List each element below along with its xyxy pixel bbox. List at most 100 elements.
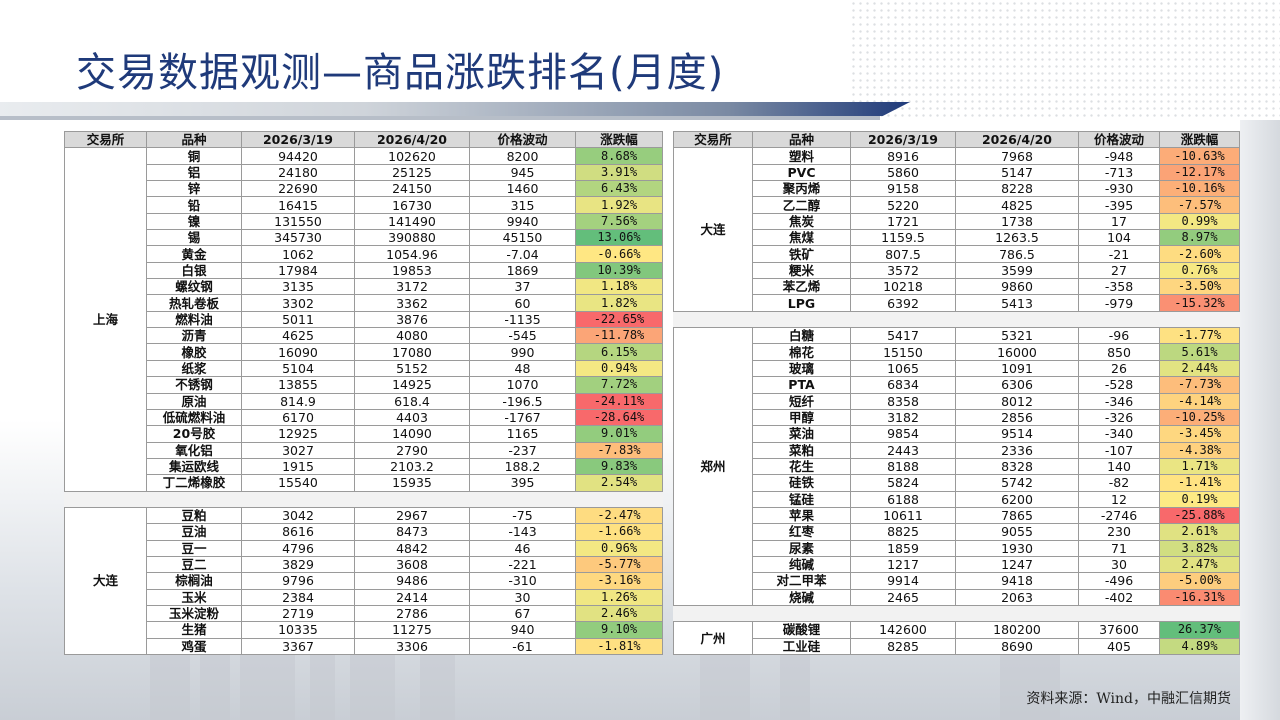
price-start-cell: 2384 (241, 588, 355, 606)
separator-cell (850, 310, 956, 329)
header-price-change: 价格波动 (1078, 130, 1160, 149)
header-pct-change: 涨跌幅 (575, 130, 663, 149)
price-start-cell: 9914 (850, 572, 956, 590)
product-cell: 苯乙烯 (752, 278, 851, 296)
price-end-cell: 7968 (955, 147, 1079, 165)
price-end-cell: 8228 (955, 180, 1079, 198)
price-end-cell: 1930 (955, 539, 1079, 557)
table-row: 对二甲苯 9914 9418 -496 -5.00% (674, 572, 1240, 590)
price-start-cell: 1065 (850, 359, 956, 378)
price-start-cell: 1915 (241, 457, 355, 476)
pct-change-cell: 0.99% (1159, 212, 1240, 231)
pct-change-cell: 9.10% (575, 621, 663, 639)
price-end-cell: 3362 (354, 294, 470, 312)
table-row: 原油 814.9 618.4 -196.5 -24.11% (65, 392, 663, 410)
price-change-cell: 230 (1078, 523, 1160, 541)
product-cell: 原油 (146, 392, 242, 410)
table-row: 广州 碳酸锂 142600 180200 37600 26.37% (673, 621, 1240, 655)
price-start-cell: 2443 (850, 441, 956, 459)
separator-cell (575, 490, 663, 508)
table-row: 橡胶 16090 17080 990 6.15% (65, 343, 663, 361)
price-end-cell: 5413 (955, 294, 1079, 312)
table-row: 苯乙烯 10218 9860 -358 -3.50% (674, 278, 1240, 296)
product-cell: 铝 (146, 163, 242, 182)
separator-cell (1159, 310, 1240, 329)
exchange-cell: 广州 (673, 621, 753, 655)
price-change-cell: 104 (1078, 229, 1160, 247)
product-cell: PVC (752, 163, 851, 182)
table-row: 纯碱 1217 1247 30 2.47% (674, 555, 1240, 574)
table-row: 大连 豆粕 3042 2967 -75 -2.47% (64, 506, 663, 656)
product-cell: 乙二醇 (752, 196, 851, 214)
table-row: 棉花 15150 16000 850 5.61% (674, 343, 1240, 361)
pct-change-cell: 7.72% (575, 376, 663, 394)
price-end-cell: 3608 (354, 555, 470, 574)
price-end-cell: 1738 (955, 212, 1079, 231)
price-end-cell: 390880 (354, 229, 470, 247)
price-change-cell: 12 (1078, 490, 1160, 508)
price-start-cell: 9854 (850, 425, 956, 443)
price-start-cell: 8616 (241, 523, 355, 541)
table-row: 菜油 9854 9514 -340 -3.45% (674, 425, 1240, 443)
price-start-cell: 4796 (241, 539, 355, 557)
price-start-cell: 9796 (241, 572, 355, 590)
table-row: 上海铜 94420 102620 8200 8.68% (64, 147, 663, 492)
product-cell: 碳酸锂 (752, 621, 851, 639)
table-row: 玉米淀粉 2719 2786 67 2.46% (65, 604, 663, 623)
price-end-cell: 3876 (354, 310, 470, 329)
table-row: 锌 22690 24150 1460 6.43% (65, 180, 663, 198)
price-start-cell: 8825 (850, 523, 956, 541)
price-change-cell: 48 (469, 359, 576, 378)
product-cell: 工业硅 (752, 637, 851, 656)
product-cell: 鸡蛋 (146, 637, 242, 656)
group-separator-row (673, 310, 1240, 329)
price-change-cell: -340 (1078, 425, 1160, 443)
pct-change-cell: -28.64% (575, 408, 663, 427)
product-cell: 白糖 (752, 327, 851, 345)
table-row: 焦煤 1159.5 1263.5 104 8.97% (674, 229, 1240, 247)
pct-change-cell: -5.77% (575, 555, 663, 574)
table-row: 豆油 8616 8473 -143 -1.66% (65, 523, 663, 541)
pct-change-cell: 3.82% (1159, 539, 1240, 557)
price-start-cell: 2465 (850, 588, 956, 606)
table-row: 氧化铝 3027 2790 -237 -7.83% (65, 441, 663, 459)
product-cell: 菜粕 (752, 441, 851, 459)
price-change-cell: 26 (1078, 359, 1160, 378)
price-change-cell: -358 (1078, 278, 1160, 296)
table-row: LPG 6392 5413 -979 -15.32% (674, 294, 1240, 312)
price-end-cell: 1263.5 (955, 229, 1079, 247)
header-price-change: 价格波动 (469, 130, 576, 149)
price-start-cell: 8916 (850, 147, 956, 165)
price-start-cell: 8188 (850, 457, 956, 476)
price-end-cell: 4403 (354, 408, 470, 427)
table-row: 热轧卷板 3302 3362 60 1.82% (65, 294, 663, 312)
price-change-cell: -1767 (469, 408, 576, 427)
price-start-cell: 3135 (241, 278, 355, 296)
source-note: 资料来源：Wind，中融汇信期货 (1026, 691, 1231, 707)
product-cell: 焦煤 (752, 229, 851, 247)
pct-change-cell: -0.66% (575, 245, 663, 263)
price-start-cell: 5860 (850, 163, 956, 182)
product-cell: 花生 (752, 457, 851, 476)
product-cell: 20号胶 (146, 425, 242, 443)
separator-cell (752, 310, 851, 329)
product-cell: 生猪 (146, 621, 242, 639)
product-cell: 棕榈油 (146, 572, 242, 590)
price-change-cell: 188.2 (469, 457, 576, 476)
pct-change-cell: -3.16% (575, 572, 663, 590)
product-cell: 橡胶 (146, 343, 242, 361)
separator-cell (64, 490, 147, 508)
pct-change-cell: 1.71% (1159, 457, 1240, 476)
table-row: 镍 131550 141490 9940 7.56% (65, 212, 663, 231)
price-end-cell: 17080 (354, 343, 470, 361)
price-change-cell: 46 (469, 539, 576, 557)
header-date-end: 2026/4/20 (354, 130, 470, 149)
price-start-cell: 22690 (241, 180, 355, 198)
product-cell: 豆油 (146, 523, 242, 541)
price-start-cell: 4625 (241, 327, 355, 345)
product-cell: 燃料油 (146, 310, 242, 329)
product-cell: 低硫燃料油 (146, 408, 242, 427)
price-start-cell: 5104 (241, 359, 355, 378)
price-change-cell: 940 (469, 621, 576, 639)
separator-cell (146, 490, 242, 508)
